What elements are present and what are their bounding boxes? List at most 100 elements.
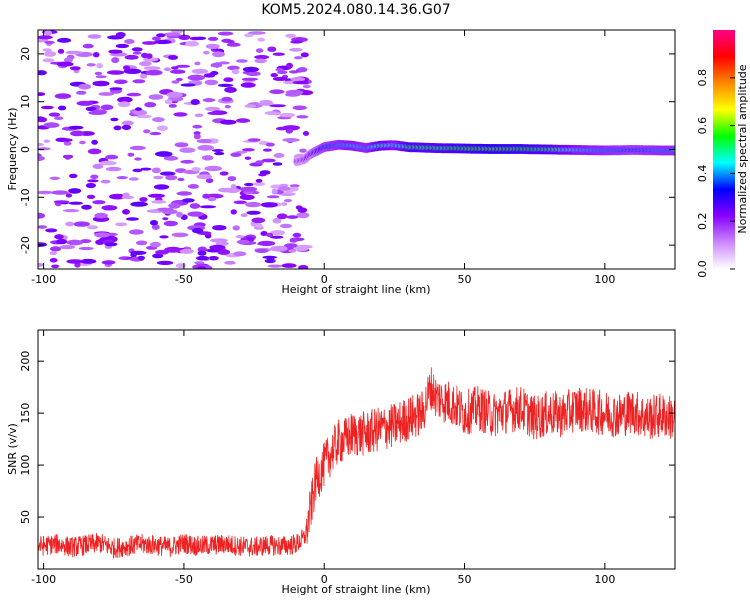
noise-cell	[54, 116, 64, 120]
noise-cell	[272, 217, 282, 224]
noise-cell	[143, 66, 161, 71]
noise-cell	[68, 188, 82, 194]
noise-cell	[156, 207, 174, 212]
noise-cell	[156, 260, 174, 265]
noise-cell	[266, 232, 274, 238]
noise-cell	[233, 251, 247, 257]
noise-cell	[289, 238, 298, 243]
noise-cell	[202, 193, 210, 199]
noise-cell	[121, 124, 132, 130]
noise-cell	[63, 141, 72, 146]
noise-cell	[132, 79, 146, 84]
noise-cell	[57, 37, 72, 43]
noise-cell	[219, 171, 229, 176]
noise-cell	[168, 202, 181, 209]
noise-cell	[182, 198, 195, 203]
noise-cell	[100, 179, 111, 184]
noise-cell	[65, 221, 75, 227]
noise-cell	[114, 79, 128, 85]
y-tick-label: 100	[19, 455, 32, 476]
noise-cell	[82, 43, 94, 49]
noise-cell	[151, 36, 161, 41]
noise-cell	[284, 199, 292, 203]
noise-cell	[260, 231, 268, 236]
noise-cell	[134, 157, 142, 161]
colorbar-label: Normalized spectral amplitude	[736, 64, 749, 233]
noise-cell	[105, 166, 122, 172]
noise-cell	[152, 253, 164, 259]
noise-cell	[98, 92, 115, 96]
noise-cell	[163, 67, 172, 72]
noise-cell	[141, 52, 149, 59]
noise-cell	[94, 71, 103, 76]
noise-cell	[151, 224, 160, 230]
colorbar-tick-label: 0.0	[696, 260, 709, 278]
noise-cell	[292, 80, 309, 85]
noise-cell	[115, 222, 128, 227]
noise-cell	[297, 67, 308, 73]
noise-cell	[264, 111, 280, 116]
noise-cell	[151, 167, 161, 174]
noise-cell	[271, 188, 278, 195]
noise-cell	[156, 33, 166, 38]
noise-cell	[156, 125, 168, 131]
noise-cell	[44, 51, 57, 57]
noise-cell	[258, 101, 274, 106]
noise-cell	[175, 77, 183, 82]
noise-cell	[178, 34, 191, 40]
noise-cell	[174, 142, 189, 148]
noise-cell	[130, 201, 148, 207]
noise-cell	[286, 62, 293, 69]
colorbar: 0.0 0.2 0.4 0.6 0.8 Normalized spectral ampl…	[696, 30, 749, 278]
noise-cell	[270, 245, 288, 252]
noise-cell	[54, 234, 64, 240]
noise-cell	[115, 43, 129, 49]
noise-cell	[49, 258, 58, 263]
noise-cell	[180, 159, 195, 164]
noise-cell	[99, 160, 117, 166]
noise-cell	[129, 145, 146, 151]
noise-cell	[128, 177, 139, 181]
noise-cell	[108, 49, 123, 54]
noise-cell	[38, 225, 47, 229]
noise-cell	[149, 131, 162, 136]
noise-cell	[122, 209, 130, 215]
noise-cell	[81, 204, 92, 210]
noise-cell	[177, 177, 185, 182]
noise-cell	[205, 43, 220, 50]
y-tick-label: -20	[19, 236, 32, 254]
noise-cell	[150, 241, 161, 248]
noise-cell	[124, 54, 139, 60]
noise-cell	[63, 57, 73, 63]
noise-cell	[230, 152, 242, 157]
noise-cell	[270, 235, 284, 239]
noise-cell	[139, 197, 148, 202]
noise-cell	[230, 209, 237, 215]
noise-cell	[285, 89, 304, 95]
noise-cell	[257, 37, 266, 42]
snr-y-ticks: 50 100 150 200	[19, 351, 675, 524]
y-tick-label: 10	[19, 95, 32, 109]
spectrogram-y-ticks: -20 -10 0 10 20	[19, 47, 675, 254]
noise-cell	[290, 40, 303, 44]
noise-cell	[50, 246, 62, 252]
noise-cell	[92, 80, 110, 87]
noise-cell	[248, 31, 266, 35]
y-tick-label: 20	[19, 47, 32, 61]
noise-cell	[116, 176, 128, 180]
noise-cell	[298, 265, 309, 269]
noise-cell	[207, 197, 217, 202]
snr-y-label: SNR (v/v)	[6, 423, 19, 475]
noise-cell	[86, 225, 99, 230]
noise-cell	[180, 83, 196, 87]
noise-cell	[290, 77, 306, 82]
noise-cell	[265, 142, 275, 147]
noise-cell	[109, 87, 123, 91]
noise-cell	[68, 125, 84, 130]
noise-cell	[196, 174, 213, 180]
noise-cell	[254, 55, 270, 60]
noise-cell	[128, 229, 144, 235]
noise-cell	[251, 217, 266, 224]
noise-cell	[126, 92, 142, 97]
noise-cell	[38, 117, 48, 123]
